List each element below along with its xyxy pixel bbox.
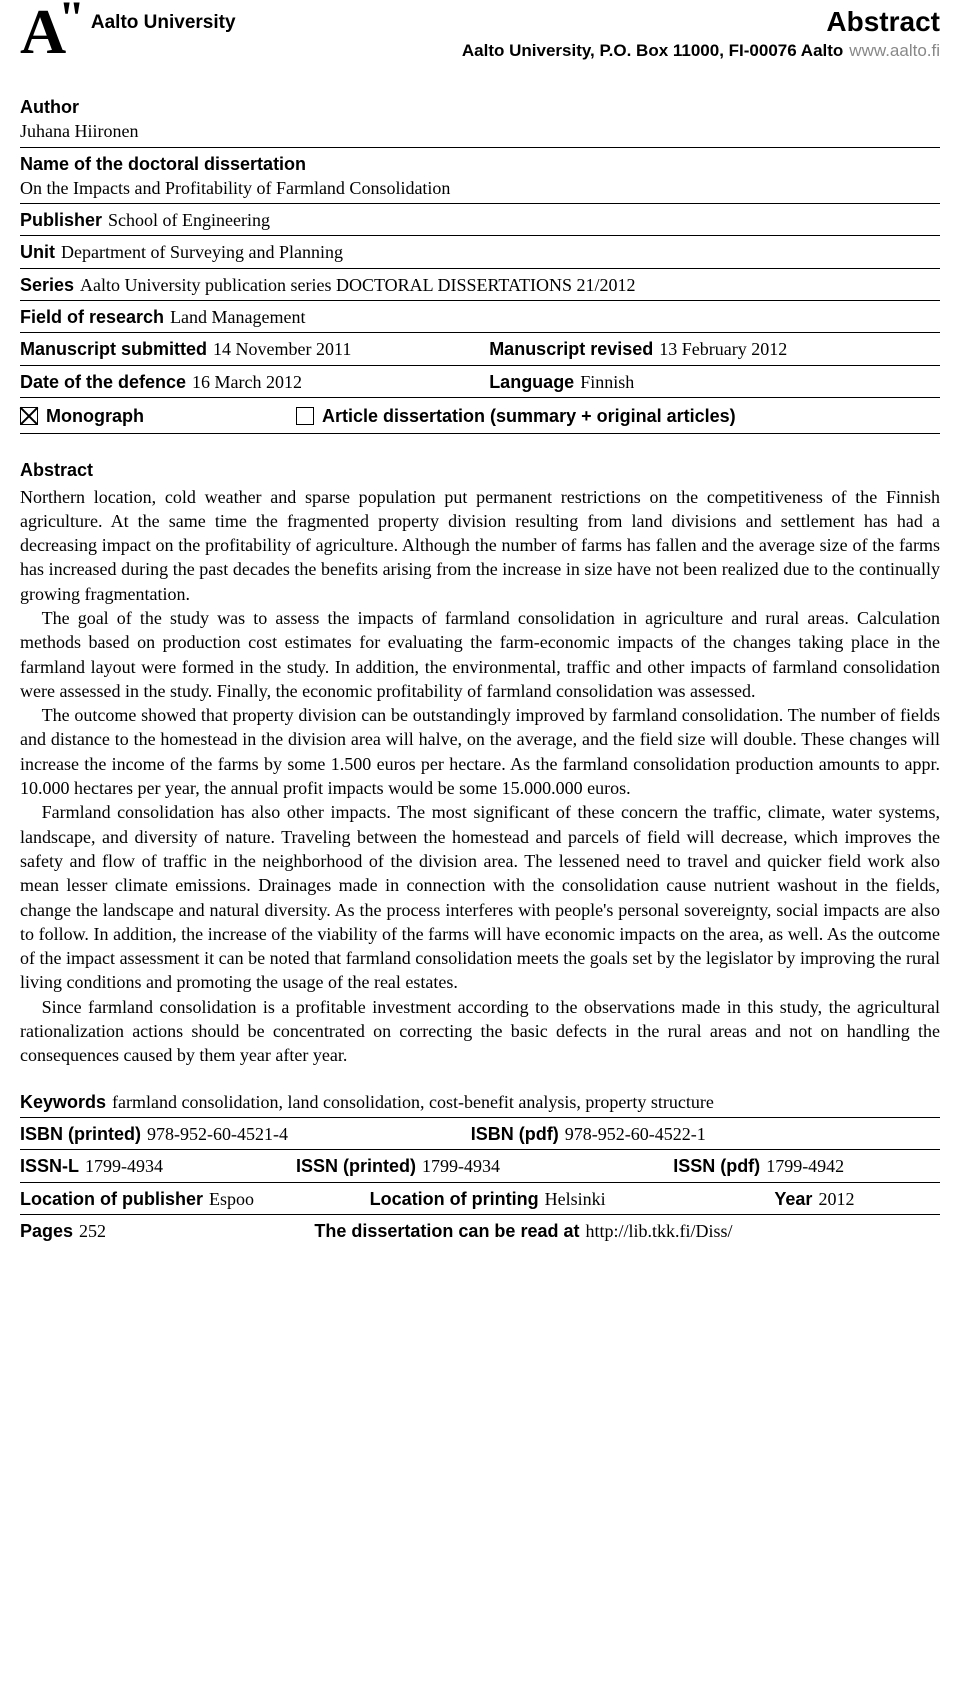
metadata-block: Author Juhana Hiironen Name of the docto… <box>20 91 940 434</box>
isbn-print-cell: ISBN (printed) 978-952-60-4521-4 <box>20 1122 471 1146</box>
address-line: Aalto University, P.O. Box 11000, FI-000… <box>462 40 940 63</box>
keywords-label: Keywords <box>20 1090 106 1114</box>
keywords-row: Keywords farmland consolidation, land co… <box>20 1086 940 1118</box>
article-option: Article dissertation (summary + original… <box>296 404 736 428</box>
abstract-p3: The outcome showed that property divisio… <box>20 703 940 800</box>
unit-label: Unit <box>20 240 55 264</box>
issn-l-cell: ISSN-L 1799-4934 <box>20 1154 296 1178</box>
language-value: Finnish <box>580 370 634 394</box>
revised-label: Manuscript revised <box>489 337 653 361</box>
unit-row: Unit Department of Surveying and Plannin… <box>20 236 940 268</box>
address: Aalto University, P.O. Box 11000, FI-000… <box>462 41 843 60</box>
field-value: Land Management <box>170 305 305 329</box>
header-right: Abstract Aalto University, P.O. Box 1100… <box>462 8 940 63</box>
author-label: Author <box>20 95 79 119</box>
field-row: Field of research Land Management <box>20 301 940 333</box>
keywords-value: farmland consolidation, land consolidati… <box>112 1090 940 1114</box>
publisher-label: Publisher <box>20 208 102 232</box>
submitted-value: 14 November 2011 <box>213 337 351 361</box>
language-cell: Language Finnish <box>489 370 940 394</box>
loc-print-cell: Location of printing Helsinki <box>370 1187 775 1211</box>
loc-pub-label: Location of publisher <box>20 1187 203 1211</box>
submitted-cell: Manuscript submitted 14 November 2011 <box>20 337 489 361</box>
manuscript-row: Manuscript submitted 14 November 2011 Ma… <box>20 333 940 365</box>
field-label: Field of research <box>20 305 164 329</box>
defence-cell: Date of the defence 16 March 2012 <box>20 370 489 394</box>
loc-pub-value: Espoo <box>209 1187 254 1211</box>
article-checkbox-icon <box>296 407 314 425</box>
issn-row: ISSN-L 1799-4934 ISSN (printed) 1799-493… <box>20 1150 940 1182</box>
read-url-value: http://lib.tkk.fi/Diss/ <box>585 1219 732 1243</box>
page-title: Abstract <box>462 8 940 36</box>
abstract-heading: Abstract <box>20 458 940 482</box>
issn-print-value: 1799-4934 <box>422 1154 500 1178</box>
language-label: Language <box>489 370 574 394</box>
defence-label: Date of the defence <box>20 370 186 394</box>
pages-row: Pages 252 The dissertation can be read a… <box>20 1215 940 1246</box>
issn-print-cell: ISSN (printed) 1799-4934 <box>296 1154 673 1178</box>
header: A" Aalto University Abstract Aalto Unive… <box>20 8 940 63</box>
monograph-label: Monograph <box>46 404 144 428</box>
pages-label: Pages <box>20 1219 73 1243</box>
pages-cell: Pages 252 <box>20 1219 314 1243</box>
issn-l-label: ISSN-L <box>20 1154 79 1178</box>
read-url-cell: The dissertation can be read at http://l… <box>314 1219 732 1243</box>
isbn-print-value: 978-952-60-4521-4 <box>147 1122 288 1146</box>
author-value: Juhana Hiironen <box>20 119 940 143</box>
issn-pdf-label: ISSN (pdf) <box>673 1154 760 1178</box>
year-cell: Year 2012 <box>774 1187 854 1211</box>
issn-print-label: ISSN (printed) <box>296 1154 416 1178</box>
defence-language-row: Date of the defence 16 March 2012 Langua… <box>20 366 940 398</box>
abstract-p4: Farmland consolidation has also other im… <box>20 800 940 994</box>
monograph-checkbox-icon <box>20 407 38 425</box>
logo-quote: " <box>58 0 81 45</box>
logo-mark: A" <box>20 6 85 57</box>
abstract-body: Northern location, cold weather and spar… <box>20 485 940 1068</box>
year-label: Year <box>774 1187 812 1211</box>
abstract-p5: Since farmland consolidation is a profit… <box>20 995 940 1068</box>
location-row: Location of publisher Espoo Location of … <box>20 1183 940 1215</box>
abstract-section: Abstract Northern location, cold weather… <box>20 458 940 1067</box>
website-url: www.aalto.fi <box>849 41 940 60</box>
loc-print-label: Location of printing <box>370 1187 539 1211</box>
issn-pdf-value: 1799-4942 <box>766 1154 844 1178</box>
submitted-label: Manuscript submitted <box>20 337 207 361</box>
revised-value: 13 February 2012 <box>659 337 787 361</box>
isbn-pdf-value: 978-952-60-4522-1 <box>565 1122 706 1146</box>
year-value: 2012 <box>818 1187 854 1211</box>
unit-value: Department of Surveying and Planning <box>61 240 343 264</box>
article-label: Article dissertation (summary + original… <box>322 404 736 428</box>
issn-pdf-cell: ISSN (pdf) 1799-4942 <box>673 1154 844 1178</box>
dissertation-name-label: Name of the doctoral dissertation <box>20 152 306 176</box>
series-value: Aalto University publication series DOCT… <box>80 273 635 297</box>
monograph-option: Monograph <box>20 404 296 428</box>
abstract-p1: Northern location, cold weather and spar… <box>20 485 940 606</box>
isbn-row: ISBN (printed) 978-952-60-4521-4 ISBN (p… <box>20 1118 940 1150</box>
footer-metadata: Keywords farmland consolidation, land co… <box>20 1086 940 1246</box>
loc-pub-cell: Location of publisher Espoo <box>20 1187 370 1211</box>
issn-l-value: 1799-4934 <box>85 1154 163 1178</box>
university-name: Aalto University <box>91 10 236 36</box>
isbn-print-label: ISBN (printed) <box>20 1122 141 1146</box>
author-row: Author Juhana Hiironen <box>20 91 940 148</box>
read-label: The dissertation can be read at <box>314 1219 579 1243</box>
series-row: Series Aalto University publication seri… <box>20 269 940 301</box>
publisher-value: School of Engineering <box>108 208 270 232</box>
loc-print-value: Helsinki <box>545 1187 606 1211</box>
revised-cell: Manuscript revised 13 February 2012 <box>489 337 940 361</box>
publisher-row: Publisher School of Engineering <box>20 204 940 236</box>
abstract-p2: The goal of the study was to assess the … <box>20 606 940 703</box>
pages-value: 252 <box>79 1219 106 1243</box>
logo-a: A <box>20 0 62 67</box>
defence-value: 16 March 2012 <box>192 370 302 394</box>
series-label: Series <box>20 273 74 297</box>
dissertation-type-row: Monograph Article dissertation (summary … <box>20 398 940 434</box>
isbn-pdf-label: ISBN (pdf) <box>471 1122 559 1146</box>
dissertation-name-value: On the Impacts and Profitability of Farm… <box>20 176 940 200</box>
logo-block: A" Aalto University <box>20 8 236 59</box>
isbn-pdf-cell: ISBN (pdf) 978-952-60-4522-1 <box>471 1122 706 1146</box>
dissertation-name-row: Name of the doctoral dissertation On the… <box>20 148 940 205</box>
